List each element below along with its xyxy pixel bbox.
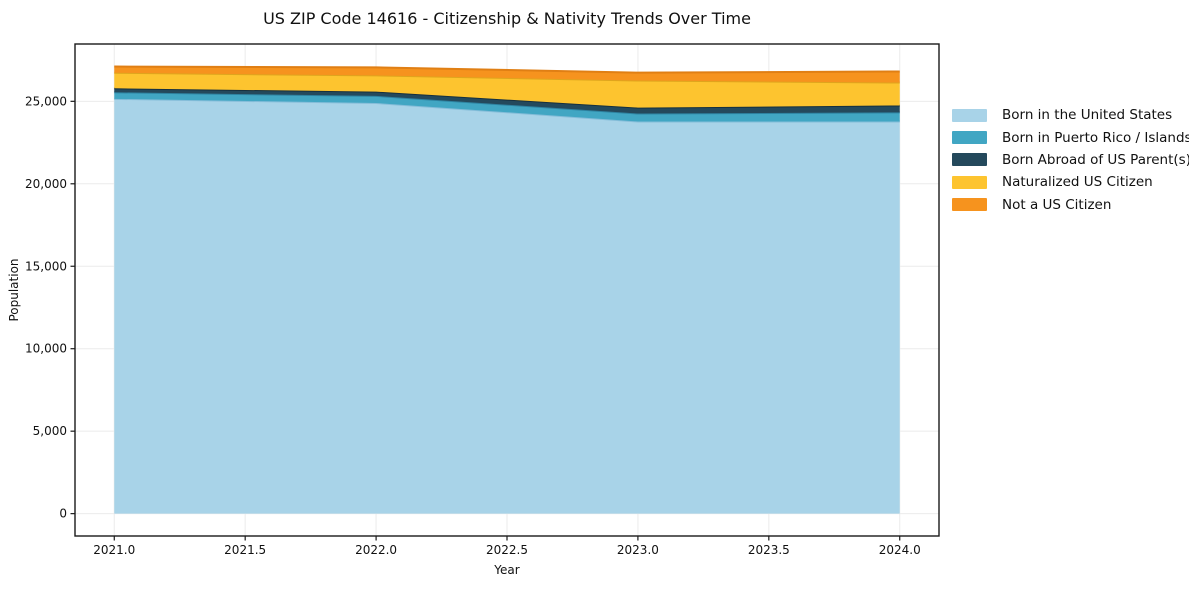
legend-swatch-born-in-the-united-states xyxy=(952,108,987,122)
y-tick-label: 20,000 xyxy=(25,177,67,191)
x-axis-label: Year xyxy=(494,563,520,577)
y-tick-label: 5,000 xyxy=(33,424,67,438)
area-born-in-the-united-states xyxy=(114,98,900,514)
legend-label: Born in Puerto Rico / Islands xyxy=(1002,129,1189,146)
y-tick-label: 15,000 xyxy=(25,259,67,273)
legend-label: Born in the United States xyxy=(1002,107,1173,124)
legend-swatch-born-abroad-of-us-parent-s xyxy=(952,153,987,167)
x-tick-label: 2024.0 xyxy=(879,543,921,557)
x-tick-label: 2022.0 xyxy=(355,543,397,557)
legend-item-naturalized-us-citizen: Naturalized US Citizen xyxy=(952,171,1189,193)
legend-label: Born Abroad of US Parent(s) xyxy=(1002,151,1189,168)
legend-label: Naturalized US Citizen xyxy=(1002,174,1153,191)
legend: Born in the United States Born in Puerto … xyxy=(952,104,1189,216)
y-tick-label: 25,000 xyxy=(25,94,67,108)
legend-item-born-in-puerto-rico-islands: Born in Puerto Rico / Islands xyxy=(952,126,1189,148)
x-tick-label: 2021.0 xyxy=(93,543,135,557)
chart-title: US ZIP Code 14616 - Citizenship & Nativi… xyxy=(263,9,751,28)
x-tick-label: 2023.5 xyxy=(748,543,790,557)
legend-item-born-in-the-united-states: Born in the United States xyxy=(952,104,1189,126)
legend-swatch-born-in-puerto-rico-islands xyxy=(952,131,987,145)
x-tick-label: 2021.5 xyxy=(224,543,266,557)
legend-swatch-naturalized-us-citizen xyxy=(952,175,987,189)
legend-item-not-a-us-citizen: Not a US Citizen xyxy=(952,194,1189,216)
y-axis-label: Population xyxy=(7,258,21,322)
legend-label: Not a US Citizen xyxy=(1002,196,1112,213)
legend-item-born-abroad-of-us-parent-s: Born Abroad of US Parent(s) xyxy=(952,149,1189,171)
area-not-a-us-citizen xyxy=(114,66,900,83)
x-tick-label: 2023.0 xyxy=(617,543,659,557)
x-tick-label: 2022.5 xyxy=(486,543,528,557)
y-tick-label: 10,000 xyxy=(25,342,67,356)
legend-swatch-not-a-us-citizen xyxy=(952,198,987,212)
area-edge-not-a-us-citizen xyxy=(114,65,900,74)
y-tick-label: 0 xyxy=(59,507,67,521)
